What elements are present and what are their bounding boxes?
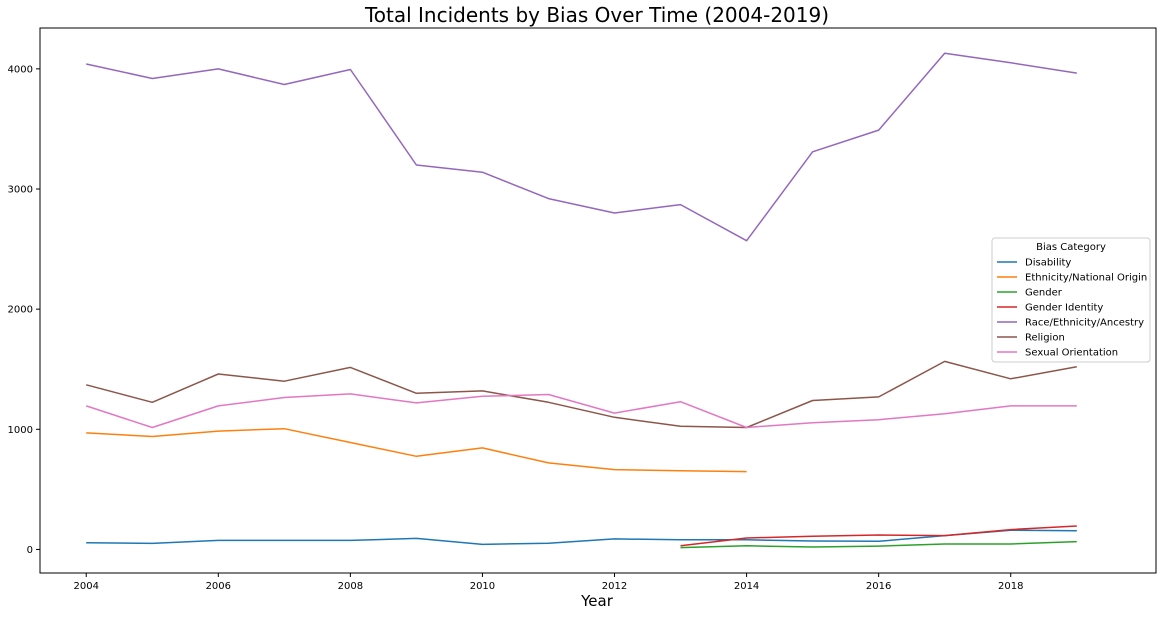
legend-label-sexual-orientation: Sexual Orientation	[1025, 348, 1118, 359]
legend-label-disability: Disability	[1025, 258, 1071, 269]
x-tick-label: 2012	[602, 581, 627, 592]
series-line-sexual-orientation	[85, 393, 1077, 429]
x-tick-label: 2006	[206, 581, 231, 592]
x-tick-label: 2008	[338, 581, 363, 592]
series-line-gender-identity	[680, 525, 1077, 547]
legend-label-gender-identity: Gender Identity	[1025, 303, 1103, 314]
series-line-gender	[680, 540, 1077, 549]
legend-label-ethnicity-national-origin: Ethnicity/National Origin	[1025, 273, 1147, 284]
x-tick-label: 2010	[470, 581, 495, 592]
x-tick-label: 2014	[734, 581, 759, 592]
legend-box	[991, 237, 1151, 363]
legend-label-race-ethnicity-ancestry: Race/Ethnicity/Ancestry	[1025, 318, 1144, 329]
legend-title: Bias Category	[1036, 242, 1106, 253]
y-tick-label: 3000	[8, 185, 33, 196]
y-tick-label: 1000	[8, 425, 33, 436]
series-line-religion	[86, 360, 1077, 429]
y-axis: 0 1000 2000 3000 4000	[8, 64, 40, 556]
plot-frame	[39, 27, 1157, 574]
y-tick-label: 0	[27, 545, 33, 556]
y-tick-label: 2000	[8, 305, 33, 316]
legend-items: Disability Ethnicity/National Origin Gende…	[997, 258, 1147, 359]
series-line-race-ethnicity-ancestry	[86, 52, 1077, 242]
legend-label-gender: Gender	[1025, 288, 1063, 299]
series-line-disability	[86, 529, 1077, 546]
series-line-ethnicity-national-origin	[86, 427, 747, 473]
legend: Bias Category Disability Ethnicity/Nation…	[991, 237, 1151, 363]
plot-area	[85, 52, 1077, 549]
chart-title: Total Incidents by Bias Over Time (2004-…	[364, 3, 829, 27]
x-axis: 2004 2006 2008 2010 2012 2014 2016 2018	[73, 573, 1023, 592]
x-tick-label: 2016	[866, 581, 891, 592]
legend-label-religion: Religion	[1025, 333, 1065, 344]
x-tick-label: 2004	[73, 581, 98, 592]
x-axis-label: Year	[580, 592, 614, 610]
y-tick-label: 4000	[8, 64, 33, 75]
x-tick-label: 2018	[998, 581, 1023, 592]
